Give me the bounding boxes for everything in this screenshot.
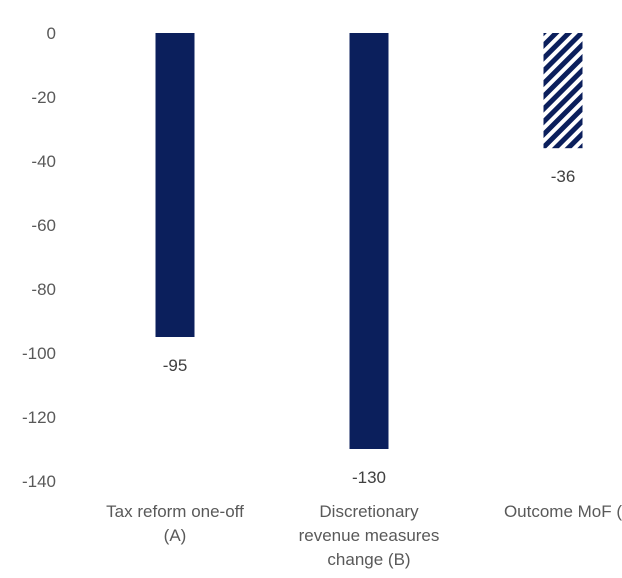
bar (155, 33, 195, 337)
x-axis-categories: Tax reform one-off (A) Discretionary revenu… (106, 502, 622, 569)
data-label: -36 (551, 167, 576, 186)
bar (543, 33, 583, 149)
y-tick-label: -100 (22, 344, 56, 363)
x-category-label: change (B) (327, 550, 410, 569)
x-category-label: Tax reform one-off (106, 502, 244, 521)
y-tick-label: -60 (31, 216, 56, 235)
x-category-label: revenue measures (299, 526, 440, 545)
data-labels: -95 -130 -36 (163, 167, 576, 487)
y-tick-label: -40 (31, 152, 56, 171)
y-tick-label: -120 (22, 408, 56, 427)
x-category-label: Discretionary (319, 502, 419, 521)
y-tick-label: -80 (31, 280, 56, 299)
y-tick-label: -20 (31, 88, 56, 107)
data-label: -95 (163, 356, 188, 375)
x-category-label: (A) (164, 526, 187, 545)
y-tick-label: -140 (22, 472, 56, 491)
y-tick-label: 0 (47, 24, 56, 43)
bar (349, 33, 389, 449)
data-label: -130 (352, 468, 386, 487)
bars (155, 33, 583, 449)
y-axis: 0 -20 -40 -60 -80 -100 -120 -140 (22, 24, 56, 491)
x-category-label: Outcome MoF ( (504, 502, 622, 521)
